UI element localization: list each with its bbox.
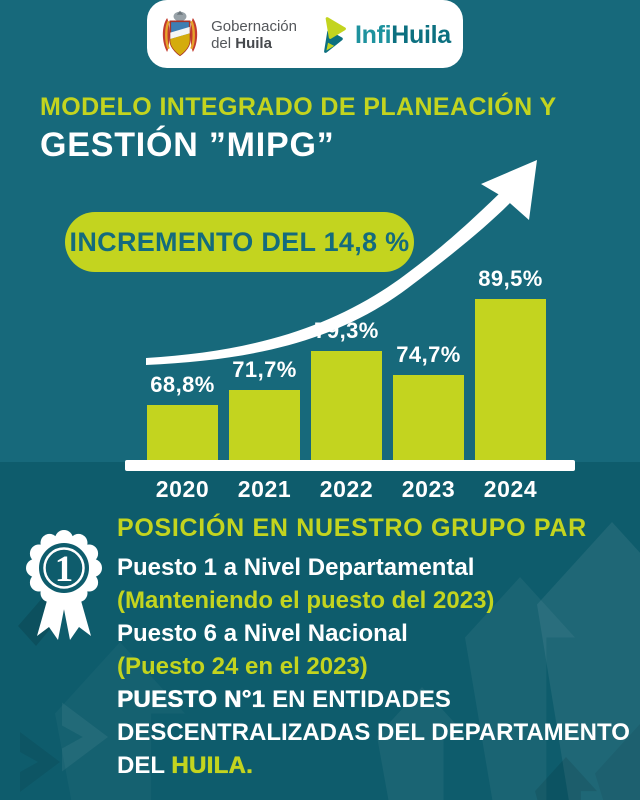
position-line: DEL HUILA.	[117, 749, 627, 782]
gobernacion-huila-crest-icon	[162, 10, 198, 57]
infihuila-logo: InfiHuila	[321, 16, 451, 54]
title-line1: MODELO INTEGRADO DE PLANEACIÓN Y	[40, 93, 557, 121]
bar-2024	[475, 299, 546, 460]
position-line: (Manteniendo el puesto del 2023)	[117, 584, 627, 617]
position-line: Puesto 1 a Nivel Departamental	[117, 551, 627, 584]
position-line-segment: HUILA.	[171, 752, 254, 779]
year-label: 2024	[483, 476, 538, 502]
position-line-segment: Puesto 6 a Nivel Nacional	[117, 620, 408, 647]
gobernacion-logo-text: Gobernación del Huila	[211, 18, 297, 52]
huila-text: Huila	[391, 20, 451, 49]
position-line: Puesto 6 a Nivel Nacional	[117, 617, 627, 650]
infihuila-mark-icon	[324, 17, 346, 53]
year-label: 2022	[319, 476, 374, 502]
first-place-medal-icon: 1	[18, 530, 102, 646]
gov-line2-normal: del	[211, 35, 236, 52]
bar-2020	[147, 405, 218, 460]
medal-number: 1	[55, 549, 74, 590]
bar-value-label: 79,3%	[314, 318, 379, 343]
position-section: POSICIÓN EN NUESTRO GRUPO PAR Puesto 1 a…	[117, 514, 630, 782]
title-line2: GESTIÓN ”MIPG”	[40, 126, 335, 164]
position-line-segment: Puesto 1 a Nivel Departamental	[117, 554, 475, 581]
page-title: MODELO INTEGRADO DE PLANEACIÓN Y GESTIÓN…	[40, 93, 557, 165]
gov-line2-bold: Huila	[235, 35, 272, 52]
year-label: 2023	[401, 476, 456, 502]
bar-value-label: 89,5%	[478, 266, 543, 291]
position-line: (Puesto 24 en el 2023)	[117, 650, 627, 683]
position-heading: POSICIÓN EN NUESTRO GRUPO PAR	[117, 514, 587, 542]
chart-year-labels: 2020 2021 2022 2023 2024	[125, 476, 575, 504]
bar-value-label: 74,7%	[396, 342, 461, 367]
chart-axis-baseline	[125, 460, 575, 471]
position-line-segment: DEL	[117, 752, 172, 779]
infihuila-wordmark: InfiHuila	[355, 21, 451, 50]
position-line: DESCENTRALIZADAS DEL DEPARTAMENTO	[117, 716, 630, 749]
position-line-segment: PUESTO N°1	[117, 686, 273, 713]
gov-line1: Gobernación	[211, 18, 297, 35]
position-line: PUESTO N°1 EN ENTIDADES	[117, 683, 627, 716]
mipg-bar-chart: 68,8% 71,7% 79,3% 74,7% 89,5%	[125, 266, 575, 460]
position-line-segment: (Manteniendo el puesto del 2023)	[117, 587, 495, 614]
bar-2021	[229, 390, 300, 460]
header-logo-card: Gobernación del Huila InfiHuila	[147, 0, 463, 68]
position-line-segment: EN ENTIDADES	[272, 686, 451, 713]
bar-2022	[311, 351, 382, 460]
year-label: 2021	[237, 476, 292, 502]
year-label: 2020	[155, 476, 210, 502]
infi-text: Infi	[354, 20, 392, 49]
bottom-section-background	[0, 462, 640, 800]
bar-value-label: 71,7%	[232, 357, 297, 382]
position-line-segment: (Puesto 24 en el 2023)	[117, 653, 368, 680]
increment-badge-label: INCREMENTO DEL 14,8 %	[69, 226, 410, 257]
bar-value-label: 68,8%	[150, 372, 215, 397]
increment-badge: INCREMENTO DEL 14,8 %	[65, 212, 414, 272]
bar-2023	[393, 375, 464, 460]
position-line-segment: DESCENTRALIZADAS DEL DEPARTAMENTO	[117, 719, 630, 746]
watermark-arrows	[20, 522, 640, 800]
position-lines: Puesto 1 a Nivel Departamental (Mantenien…	[117, 551, 630, 782]
